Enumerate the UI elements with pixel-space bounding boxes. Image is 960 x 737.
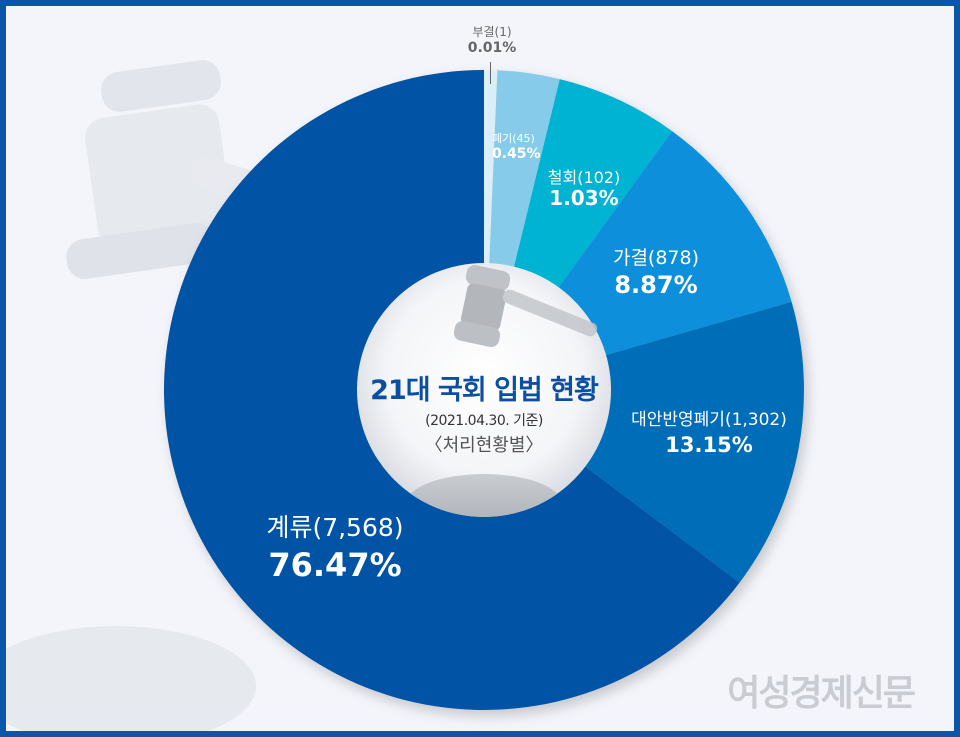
sound-block [406, 474, 562, 517]
gavel-icon [453, 265, 598, 348]
slice-label-pending: 계류(7,568) 76.47% [266, 513, 404, 584]
publisher-watermark: 여성경제신문 [727, 673, 916, 714]
slice-label-withdrawn: 철회(102) 1.03% [547, 168, 621, 211]
chart-title: 21대 국회 입법 현황 [370, 375, 599, 406]
slice-label-alternative-discarded: 대안반영폐기(1,302) 13.15% [631, 410, 787, 457]
chart-date: (2021.04.30. 기준) [425, 413, 543, 429]
chart-subtitle: 〈처리현황별〉 [424, 435, 544, 456]
donut-hole [357, 263, 611, 517]
label-leader-line [490, 62, 491, 84]
slice-label-rejected: 부결(1) 0.01% [467, 25, 517, 56]
slice-label-discarded: 폐기(45) 0.45% [492, 132, 541, 162]
slice-label-passed: 가결(878) 8.87% [612, 247, 700, 299]
donut-chart [164, 70, 804, 711]
